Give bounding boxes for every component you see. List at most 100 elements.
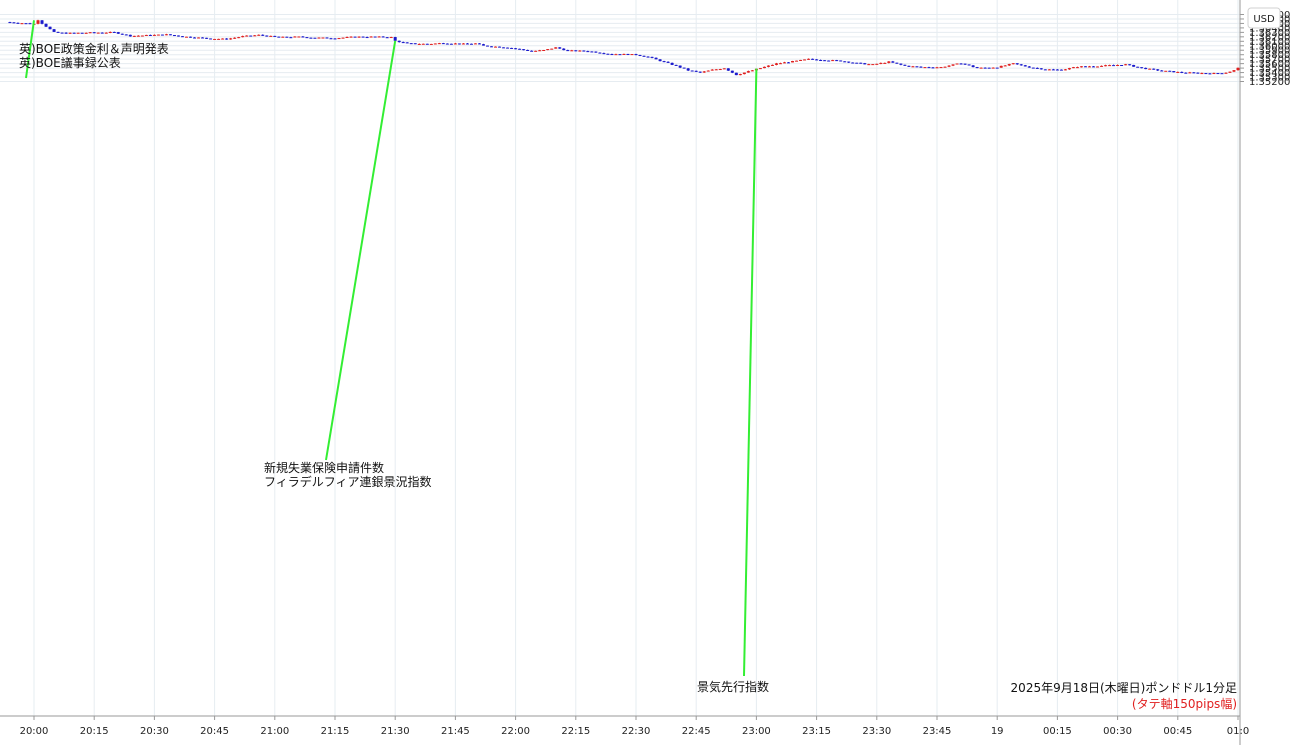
x-tick-label: 20:15 xyxy=(80,726,109,737)
candle xyxy=(947,65,951,67)
candle xyxy=(1144,67,1148,70)
candle xyxy=(526,49,530,51)
candle xyxy=(1071,67,1075,69)
candle xyxy=(726,68,730,71)
candle xyxy=(64,32,68,34)
candle xyxy=(959,63,963,65)
candle xyxy=(1075,67,1079,69)
candle xyxy=(393,37,397,41)
candle xyxy=(1055,69,1059,71)
candle xyxy=(1148,68,1152,70)
x-tick-label: 23:30 xyxy=(862,726,891,737)
candle xyxy=(152,34,156,36)
candle xyxy=(96,32,100,34)
y-tick-label: 1.36300 xyxy=(1249,28,1290,39)
x-axis-ticks: 20:00 20:15 20:30 20:45 21:00 21:15 21:30 21:45… xyxy=(20,716,1249,737)
candle xyxy=(1228,71,1232,73)
candle xyxy=(815,59,819,61)
candle xyxy=(1136,66,1140,68)
candle xyxy=(486,45,490,47)
candle xyxy=(52,29,56,32)
candle xyxy=(353,36,357,38)
candle xyxy=(698,71,702,73)
candle xyxy=(943,66,947,68)
candle xyxy=(991,67,995,69)
x-tick-label: 22:45 xyxy=(682,726,711,737)
candle xyxy=(441,43,445,45)
candle xyxy=(148,34,152,36)
candle xyxy=(774,63,778,65)
candle xyxy=(530,50,534,52)
candle xyxy=(506,47,510,49)
candle xyxy=(437,43,441,45)
candle xyxy=(1116,65,1120,67)
candle xyxy=(1180,71,1184,73)
candle xyxy=(261,34,265,36)
candle xyxy=(610,54,614,56)
candle xyxy=(510,47,514,49)
y-tick-label: 1.36400 xyxy=(1249,23,1290,34)
candle xyxy=(907,65,911,67)
candle xyxy=(935,67,939,69)
candle xyxy=(313,37,317,39)
x-tick-label: 22:15 xyxy=(561,726,590,737)
candle xyxy=(201,37,205,39)
candle xyxy=(453,43,457,45)
candle xyxy=(927,67,931,69)
candle xyxy=(598,52,602,54)
candle xyxy=(1152,68,1156,70)
candle xyxy=(518,48,522,50)
candle xyxy=(891,61,895,63)
candle xyxy=(293,36,297,38)
candle xyxy=(120,33,124,35)
candle xyxy=(762,66,766,69)
candle xyxy=(385,37,389,39)
y-tick-label: 1.35800 xyxy=(1249,50,1290,61)
candle xyxy=(614,54,618,56)
x-tick-label: 00:30 xyxy=(1103,726,1132,737)
candle xyxy=(144,34,148,36)
x-tick-label: 20:00 xyxy=(20,726,49,737)
candle xyxy=(417,43,421,45)
candle xyxy=(253,35,257,37)
candle xyxy=(1011,63,1015,65)
candle xyxy=(795,60,799,62)
candle xyxy=(1100,65,1104,67)
candle xyxy=(1083,66,1087,68)
candle xyxy=(229,38,233,40)
candle xyxy=(429,43,433,45)
candle xyxy=(1059,69,1063,71)
candle xyxy=(546,49,550,51)
candle xyxy=(1019,64,1023,66)
candle xyxy=(658,59,662,62)
candle xyxy=(674,64,678,66)
candle xyxy=(289,37,293,39)
candle xyxy=(425,43,429,45)
candle xyxy=(1063,69,1067,71)
candle xyxy=(245,35,249,37)
candle xyxy=(1031,67,1035,69)
candle xyxy=(1120,65,1124,67)
candle xyxy=(758,68,762,70)
y-tick-label: 1.36200 xyxy=(1249,32,1290,43)
candle xyxy=(730,70,734,73)
candle xyxy=(381,36,385,38)
candle xyxy=(662,61,666,63)
candle xyxy=(586,51,590,53)
candle xyxy=(923,67,927,69)
annotation-marker-line xyxy=(25,20,35,79)
candle xyxy=(68,32,72,34)
candle xyxy=(1108,65,1112,67)
x-tick-label: 21:15 xyxy=(321,726,350,737)
candle xyxy=(389,37,393,39)
candle xyxy=(819,60,823,62)
candle xyxy=(321,37,325,39)
candle xyxy=(413,43,417,45)
candle xyxy=(1023,65,1027,67)
candle xyxy=(481,44,485,46)
candle xyxy=(562,48,566,51)
candle xyxy=(811,58,815,60)
candle xyxy=(1128,64,1132,66)
candle xyxy=(421,43,425,45)
candle xyxy=(1216,73,1220,75)
